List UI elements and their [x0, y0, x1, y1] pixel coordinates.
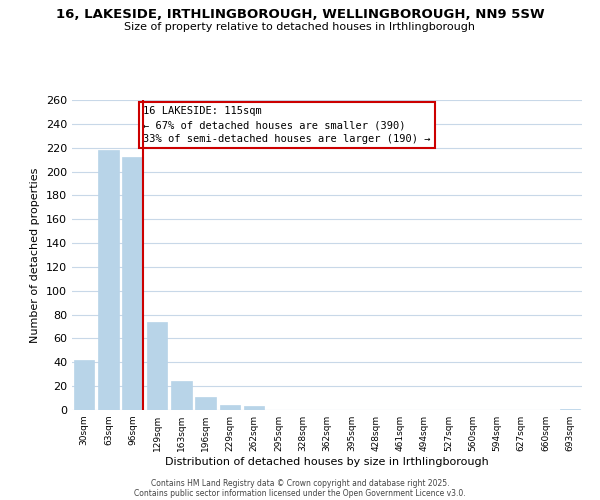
Bar [146, 322, 167, 410]
Bar [122, 157, 143, 410]
Bar [171, 382, 191, 410]
Bar [220, 405, 240, 410]
Text: Contains public sector information licensed under the Open Government Licence v3: Contains public sector information licen… [134, 488, 466, 498]
Y-axis label: Number of detached properties: Number of detached properties [31, 168, 40, 342]
Bar [195, 397, 216, 410]
Text: 16 LAKESIDE: 115sqm
← 67% of detached houses are smaller (390)
33% of semi-detac: 16 LAKESIDE: 115sqm ← 67% of detached ho… [143, 106, 431, 144]
Text: Contains HM Land Registry data © Crown copyright and database right 2025.: Contains HM Land Registry data © Crown c… [151, 478, 449, 488]
Bar [74, 360, 94, 410]
Bar [560, 409, 580, 410]
Text: Size of property relative to detached houses in Irthlingborough: Size of property relative to detached ho… [125, 22, 476, 32]
X-axis label: Distribution of detached houses by size in Irthlingborough: Distribution of detached houses by size … [165, 457, 489, 467]
Bar [244, 406, 265, 410]
Text: 16, LAKESIDE, IRTHLINGBOROUGH, WELLINGBOROUGH, NN9 5SW: 16, LAKESIDE, IRTHLINGBOROUGH, WELLINGBO… [56, 8, 544, 20]
Bar [98, 150, 119, 410]
